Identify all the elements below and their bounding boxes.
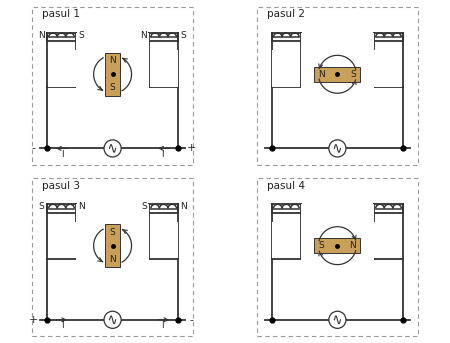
Bar [105,53,120,96]
Text: S: S [141,202,147,211]
Text: N: N [180,202,187,211]
Text: N: N [109,56,116,65]
Text: +: + [187,143,196,153]
Bar [48,222,76,258]
Text: N: N [109,255,116,264]
Bar [272,50,300,87]
Text: S: S [351,70,356,79]
Bar [374,222,402,258]
Bar [272,222,300,258]
Text: N: N [350,241,356,250]
Bar [105,224,120,267]
Text: -: - [190,315,194,325]
Text: S: S [39,202,45,211]
Bar [76,33,149,110]
Text: I: I [61,150,63,159]
Bar [315,238,360,253]
Text: pasul 3: pasul 3 [42,180,80,191]
Text: pasul 4: pasul 4 [266,180,305,191]
Text: pasul 1: pasul 1 [42,9,80,19]
Text: -: - [32,143,36,153]
Circle shape [329,140,346,157]
Text: S: S [319,241,324,250]
Text: I: I [162,150,164,159]
Bar [48,50,76,87]
Bar [301,204,374,282]
Text: pasul 2: pasul 2 [266,9,305,19]
Text: I: I [61,321,63,330]
Circle shape [104,311,121,328]
Text: S: S [180,31,186,40]
Text: +: + [29,315,38,325]
Bar [150,222,178,258]
Bar [301,33,374,110]
Bar [150,50,178,87]
Text: N: N [78,202,85,211]
Text: N: N [319,70,325,79]
Bar [76,204,149,282]
Text: N: N [140,31,147,40]
Bar [374,50,402,87]
Bar [315,67,360,82]
Circle shape [104,140,121,157]
Text: N: N [38,31,45,40]
Text: S: S [110,227,116,237]
Text: S: S [78,31,84,40]
Text: I: I [162,321,164,330]
Circle shape [329,311,346,328]
Text: S: S [110,83,116,92]
